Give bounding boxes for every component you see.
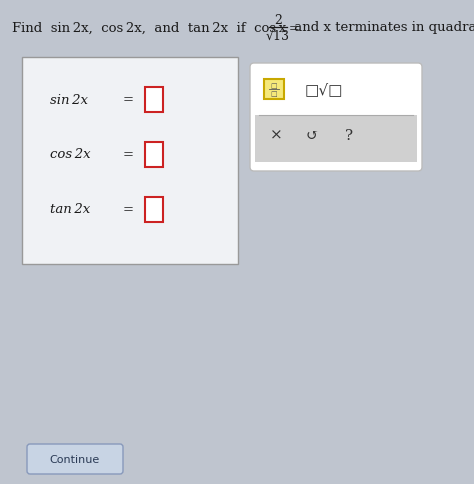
- FancyBboxPatch shape: [27, 444, 123, 474]
- Text: Find  sin 2x,  cos 2x,  and  tan 2x  if  cos x =: Find sin 2x, cos 2x, and tan 2x if cos x…: [12, 21, 300, 34]
- Text: 2: 2: [274, 15, 282, 28]
- Text: and x terminates in quadrant IV.: and x terminates in quadrant IV.: [290, 21, 474, 34]
- Bar: [145, 87, 163, 112]
- Text: =: =: [122, 148, 134, 161]
- Text: □√□: □√□: [305, 83, 343, 97]
- Text: ×: ×: [270, 129, 283, 143]
- Text: sin 2x: sin 2x: [50, 93, 88, 106]
- Text: Continue: Continue: [50, 454, 100, 464]
- Text: √13: √13: [266, 30, 290, 43]
- Text: =: =: [122, 203, 134, 216]
- Bar: [22, 58, 238, 264]
- FancyBboxPatch shape: [250, 64, 422, 172]
- Bar: [145, 197, 163, 222]
- Text: □: □: [271, 91, 277, 97]
- Text: tan 2x: tan 2x: [50, 203, 90, 216]
- Text: □: □: [271, 83, 277, 90]
- Text: =: =: [122, 93, 134, 106]
- Bar: [255, 116, 417, 163]
- Text: cos 2x: cos 2x: [50, 148, 91, 161]
- Text: ↺: ↺: [306, 129, 319, 143]
- Bar: [145, 142, 163, 167]
- Text: ?: ?: [345, 129, 353, 143]
- Bar: [264, 80, 284, 100]
